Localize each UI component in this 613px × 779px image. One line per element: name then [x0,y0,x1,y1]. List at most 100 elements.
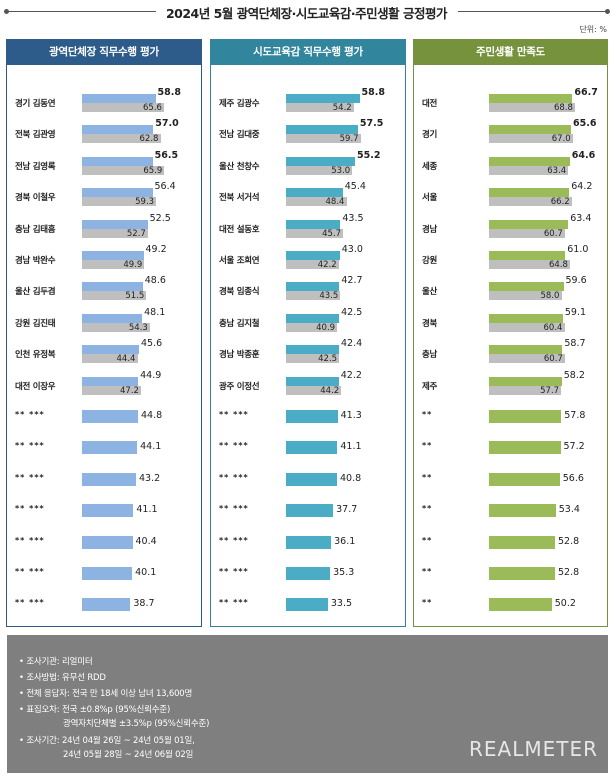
chart-row: 제주 김광수 58.8 54.2 [211,87,405,119]
value-label-previous: 49.9 [123,260,143,270]
bar-previous [286,165,353,175]
bar-current [286,345,339,355]
bar-current [82,345,139,355]
chart-row: 울산 59.6 58.0 [414,275,607,307]
bar-previous [489,197,572,207]
value-label-current: 52.5 [149,212,171,224]
chart-row: ** *** 40.4 [7,529,201,559]
value-label-previous: 42.5 [318,354,338,365]
category-label: 경남 [422,224,438,235]
realmeter-logo: REALMETER [469,737,598,761]
value-label-previous: 65.9 [143,165,163,176]
value-label-current: 63.4 [570,212,592,224]
value-label-previous: 60.4 [543,322,563,333]
value-label-previous: 44.4 [116,354,136,365]
bar-previous [286,291,341,301]
value-label-current: 41.1 [136,504,158,516]
value-label-current: 44.1 [140,441,162,453]
value-label-current: 40.1 [135,567,157,578]
bar-current [286,156,355,166]
value-label-current: 55.2 [357,149,381,161]
note-period-2: 24년 05월 28일 ~ 24년 06월 02일 [63,750,194,760]
note-agency: • 조사기관: 리얼미터 [19,657,93,667]
chart-row: 경기 65.6 67.0 [414,118,607,150]
value-label-previous: 68.8 [554,103,573,113]
value-label-current: 66.7 [574,87,598,98]
bar-current [82,251,144,260]
chart-row: ** *** 41.3 [211,403,405,433]
chart-row: ** *** 35.3 [211,560,405,590]
chart-row: 울산 김두겸 48.6 51.5 [7,275,201,307]
bar-previous [489,260,570,269]
value-label-current: 36.1 [334,535,356,547]
value-label-previous: 53.0 [331,165,351,176]
chart-row: 경남 박완수 49.2 49.9 [7,244,201,276]
value-label-current: 42.7 [341,275,363,287]
bar-current [489,156,570,166]
bar-previous [286,228,344,238]
value-label-previous: 51.5 [125,291,145,302]
value-label-current: 58.8 [361,87,385,98]
chart-row: 전북 김관영 57.0 62.8 [7,118,201,150]
value-label-current: 50.2 [554,598,576,610]
category-label: 충남 [422,350,438,361]
category-label: 충남 김지철 [219,318,260,329]
chart-row: 충남 58.7 60.7 [414,338,607,370]
category-label: 경북 이철우 [15,193,56,204]
chart-row: ** 57.2 [414,434,607,464]
bar-previous [489,228,565,238]
value-label-current: 65.6 [573,118,597,130]
bar-previous [82,197,157,207]
panel-body: 제주 김광수 58.8 54.2 전남 김대중 57.5 59.7 울산 천창수 55.2 53… [211,67,405,626]
chart-row: ** 50.2 [414,591,607,621]
bar-previous [82,134,161,144]
bar-current [489,94,573,103]
value-label-current: 43.5 [342,212,364,224]
chart-panel-governors: 광역단체장 직무수행 평가 경기 김동연 58.8 65.6 전북 김관영 57.0 62… [6,39,202,627]
bar-previous [82,291,147,301]
chart-row: 세종 64.6 63.4 [414,149,607,182]
category-label: ** *** [15,472,45,482]
bar-previous [82,260,145,269]
chart-row: ** *** 40.8 [211,466,405,496]
value-label-current: 58.2 [563,369,585,381]
bar-current [489,410,562,423]
value-label-current: 58.8 [157,87,181,98]
category-label: 대전 이장우 [15,381,56,392]
bar-current [286,251,340,260]
bar-previous [286,385,342,395]
category-label: 전북 서거석 [219,193,260,204]
bar-current [489,251,566,260]
note-respondents: • 전체 응답자: 전국 만 18세 이상 남녀 13,600명 [19,689,193,699]
category-label: ** [422,535,433,545]
bar-current [286,188,343,198]
chart-row: 강원 61.0 64.8 [414,244,607,276]
chart-row: 전남 김대중 57.5 59.7 [211,118,405,150]
chart-row: ** *** 44.8 [7,403,201,433]
category-label: 대전 [422,99,438,109]
bar-previous [286,103,354,112]
chart-row: ** 52.8 [414,529,607,559]
chart-row: ** 57.8 [414,403,607,433]
category-label: ** [422,410,433,419]
note-method: • 조사방법: 유무선 RDD [19,673,106,683]
bar-current [489,535,555,549]
bar-previous [286,354,340,364]
bar-previous [286,322,338,332]
value-label-current: 52.8 [558,535,580,547]
value-label-current: 64.6 [571,149,596,161]
value-label-current: 40.4 [135,535,157,547]
value-label-current: 38.7 [133,598,155,610]
bar-current [286,313,340,323]
value-label-current: 44.9 [140,369,162,381]
note-margin-regional: 광역자치단체별 ±3.5%p (95%신뢰수준) [63,719,210,729]
unit-label: 단위: % [579,25,607,34]
bar-current [489,567,555,580]
category-label: ** *** [219,472,249,482]
value-label-current: 56.5 [154,149,179,161]
chart-row: 경북 이철우 56.4 59.3 [7,181,201,213]
value-label-previous: 60.7 [543,354,563,365]
bar-current [286,376,339,386]
bar-previous [286,197,347,207]
category-label: 울산 김두겸 [15,287,56,298]
